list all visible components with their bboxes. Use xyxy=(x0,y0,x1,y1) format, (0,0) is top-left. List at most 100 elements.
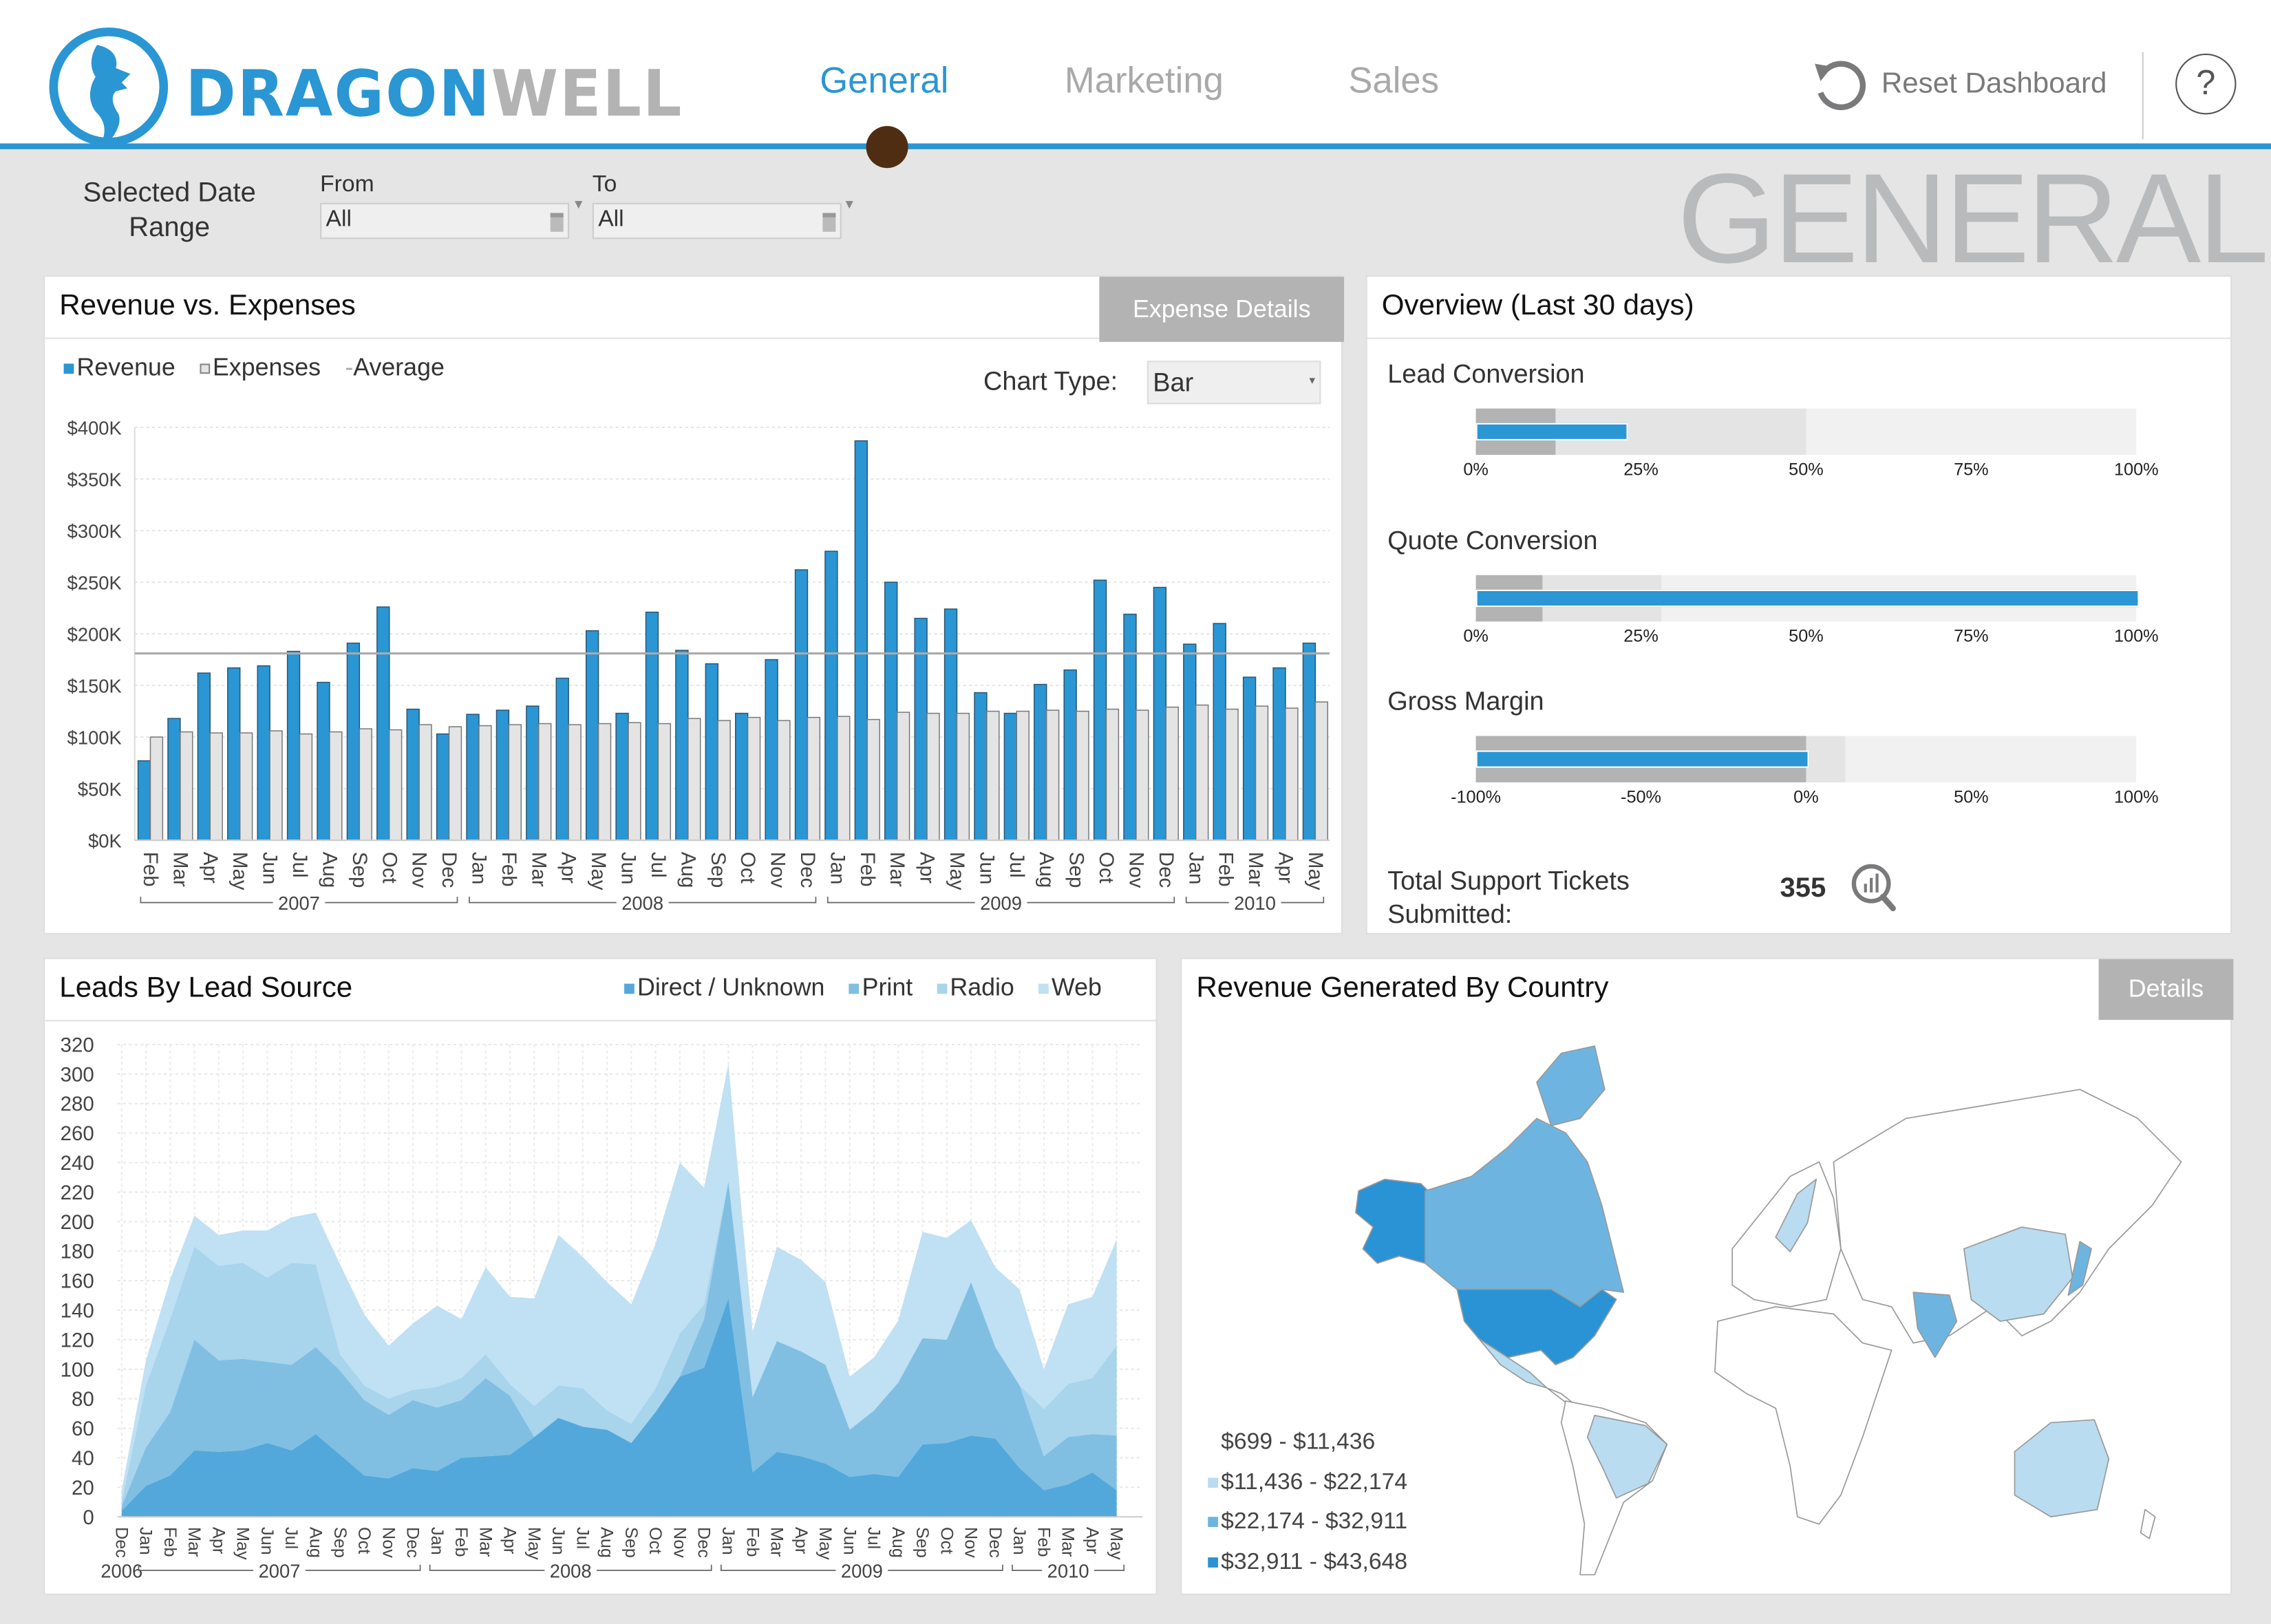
chart-type-label: Chart Type: xyxy=(983,366,1118,396)
panel-header-divider xyxy=(1367,337,2231,339)
area-print xyxy=(121,1182,1117,1511)
year-label: 2010 xyxy=(1047,1561,1089,1582)
y-tick-label: 300 xyxy=(61,1063,94,1086)
revenue-bar xyxy=(585,630,599,841)
analytics-search-icon[interactable] xyxy=(1850,862,1902,915)
x-month-label: Mar xyxy=(886,852,908,887)
x-month-label: Aug xyxy=(676,852,699,888)
expense-bar xyxy=(209,732,223,841)
revenue-bar xyxy=(705,663,718,841)
revenue-swatch xyxy=(63,363,74,374)
tab-sales[interactable]: Sales xyxy=(1348,61,1440,102)
tab-marketing[interactable]: Marketing xyxy=(1064,61,1224,102)
logo-text-well: WELL xyxy=(491,56,683,131)
map-region-asia xyxy=(1833,1089,2182,1344)
expense-bar xyxy=(1016,710,1030,841)
revenue-bar xyxy=(765,659,778,841)
x-month-label: Aug xyxy=(318,852,341,888)
expense-bar xyxy=(597,723,612,841)
map-legend-item[interactable]: $32,911 - $43,648 xyxy=(1208,1542,1407,1582)
year-label: 2008 xyxy=(621,893,663,914)
x-month-label: Sep xyxy=(707,852,729,888)
legend-average[interactable]: Average xyxy=(353,353,445,381)
map-region-africa xyxy=(1714,1306,1893,1525)
revenue-bar xyxy=(1063,669,1077,841)
expense-bar xyxy=(299,733,313,841)
y-tick-label: $400K xyxy=(67,418,122,439)
expense-bar xyxy=(687,718,701,841)
from-dropdown-arrow-icon[interactable]: ▼ xyxy=(572,197,586,212)
chart-type-select[interactable]: Bar ▾ xyxy=(1147,361,1321,405)
bullet-value-bar xyxy=(1475,750,1809,768)
map-legend-item[interactable]: $22,174 - $32,911 xyxy=(1208,1502,1407,1542)
y-tick-label: 200 xyxy=(61,1211,94,1234)
revenue-bar xyxy=(436,733,450,841)
legend-web[interactable]: Web xyxy=(1052,973,1102,1001)
expense-bar xyxy=(389,729,403,841)
expense-bar xyxy=(239,732,253,841)
revenue-bar xyxy=(675,650,689,841)
logo-text-dragon: DRAGON xyxy=(185,56,491,131)
legend-expenses[interactable]: Expenses xyxy=(212,353,321,381)
help-button[interactable]: ? xyxy=(2175,53,2237,115)
year-bracket xyxy=(469,897,817,904)
revenue-bar xyxy=(1153,586,1167,841)
calendar-icon[interactable] xyxy=(550,213,564,232)
expense-bar xyxy=(508,724,522,841)
page-title: GENERAL xyxy=(1677,146,2269,290)
expense-bar xyxy=(1136,709,1149,841)
panel-header-divider xyxy=(45,337,1341,339)
legend-revenue[interactable]: Revenue xyxy=(76,353,175,381)
y-tick-label: 160 xyxy=(61,1270,94,1293)
x-month-label: Aug xyxy=(888,1527,908,1558)
revenue-bar xyxy=(526,705,540,841)
expense-details-button[interactable]: Expense Details xyxy=(1099,277,1345,342)
revenue-bar xyxy=(943,608,958,841)
expense-bar xyxy=(866,718,880,841)
to-date-input[interactable]: All xyxy=(592,202,842,239)
reset-icon xyxy=(1815,61,1866,111)
x-month-label: Feb xyxy=(1034,1527,1053,1557)
reset-dashboard-button[interactable]: Reset Dashboard xyxy=(1809,55,2107,113)
x-month-label: Dec xyxy=(694,1527,714,1558)
revenue-bar xyxy=(794,569,809,841)
x-month-label: Jan xyxy=(1010,1527,1029,1555)
legend-radio[interactable]: Radio xyxy=(950,973,1014,1001)
revenue-bar xyxy=(1242,676,1257,841)
calendar-icon[interactable] xyxy=(822,213,836,232)
x-month-label: Oct xyxy=(354,1527,374,1554)
header-separator xyxy=(2142,52,2144,140)
revenue-expenses-panel: Revenue vs. Expenses Expense Details Rev… xyxy=(43,275,1345,934)
expense-bar xyxy=(1225,708,1239,841)
expense-bar xyxy=(418,724,432,841)
y-tick-label: 80 xyxy=(72,1388,94,1411)
y-tick-label: 320 xyxy=(61,1034,94,1056)
tab-general[interactable]: General xyxy=(820,61,949,102)
map-legend-item[interactable]: $699 - $11,436 xyxy=(1208,1422,1407,1462)
x-month-label: Mar xyxy=(527,852,550,887)
from-date-input[interactable]: All xyxy=(320,202,570,239)
revenue-bar xyxy=(645,611,659,841)
map-legend: $699 - $11,436 $11,436 - $22,174 $22,174… xyxy=(1208,1422,1407,1582)
revenue-bar xyxy=(735,712,749,841)
revenue-bar xyxy=(884,581,898,841)
x-month-label: Jul xyxy=(288,852,311,878)
expense-bar xyxy=(478,725,492,841)
x-month-label: Oct xyxy=(1095,852,1118,884)
x-month-label: Jan xyxy=(1184,852,1207,885)
expense-bar xyxy=(657,723,672,841)
to-dropdown-arrow-icon[interactable]: ▼ xyxy=(842,197,856,212)
x-month-label: May xyxy=(1304,852,1327,890)
country-details-button[interactable]: Details xyxy=(2098,959,2234,1021)
year-label: 2009 xyxy=(980,893,1022,914)
map-legend-item[interactable]: $11,436 - $22,174 xyxy=(1208,1462,1407,1502)
legend-direct[interactable]: Direct / Unknown xyxy=(637,973,825,1001)
legend-swatch xyxy=(1208,1517,1218,1528)
leads-panel: Leads By Lead Source Direct / Unknown Pr… xyxy=(43,957,1158,1595)
world-map[interactable] xyxy=(1182,959,2233,1596)
bullet-tick-label: -100% xyxy=(1451,787,1502,807)
x-month-label: Feb xyxy=(451,1527,471,1557)
expense-bar xyxy=(1195,704,1209,841)
panel-title: Revenue vs. Expenses xyxy=(59,290,356,322)
legend-print[interactable]: Print xyxy=(862,973,913,1001)
